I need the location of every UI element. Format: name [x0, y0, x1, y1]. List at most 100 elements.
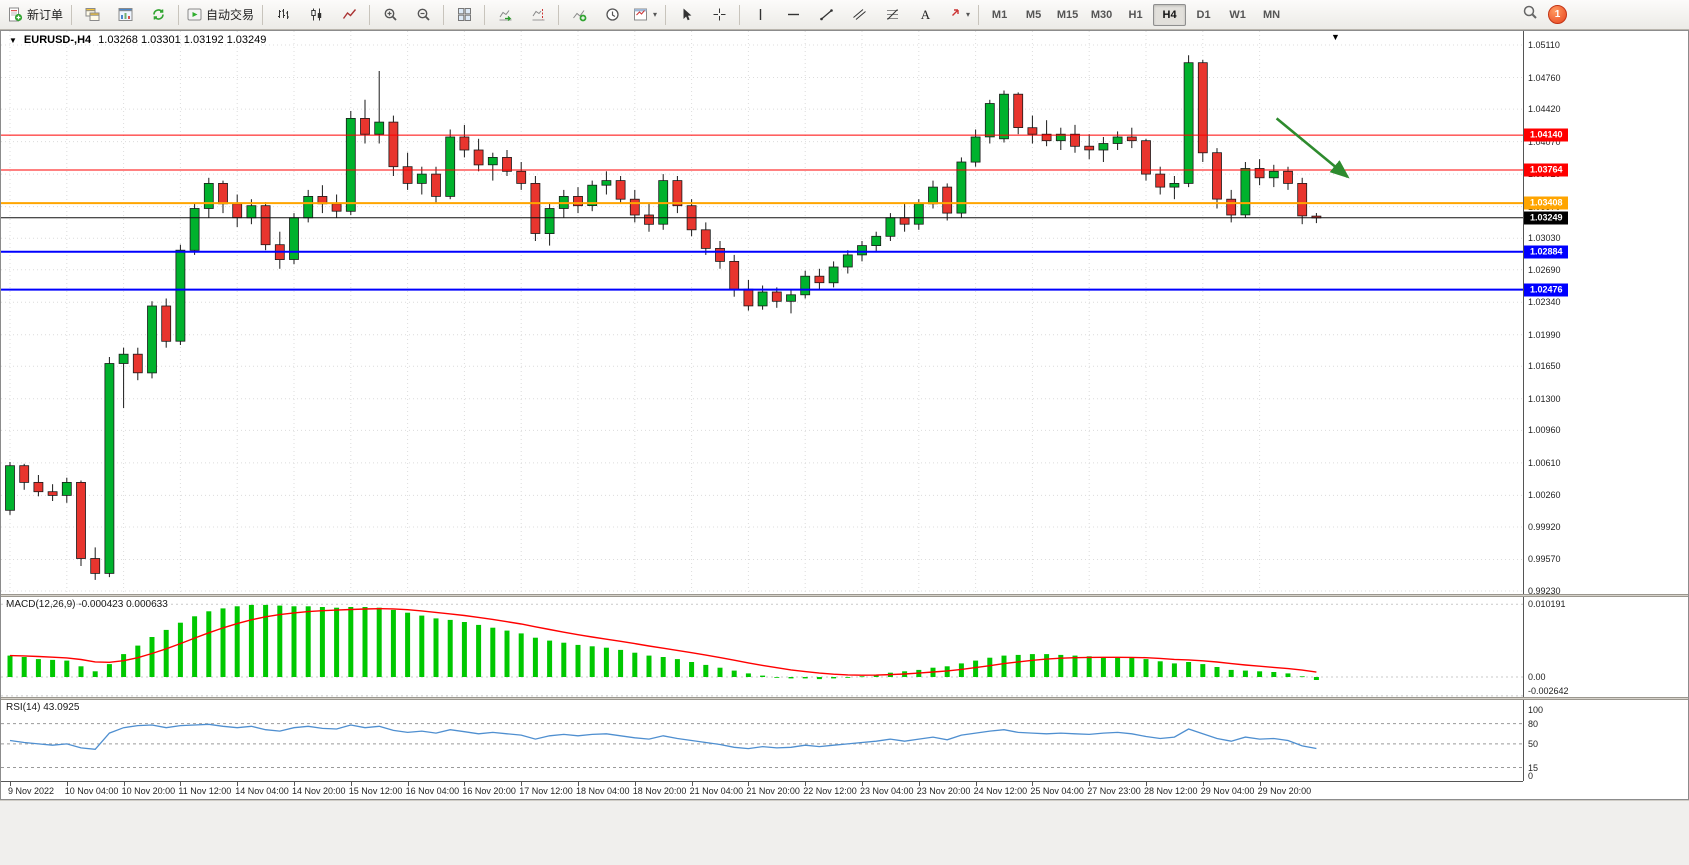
time-axis-tick — [237, 782, 239, 786]
chart-symbol-period: EURUSD-,H4 — [23, 34, 92, 46]
auto-trading-button[interactable]: 自动交易 — [183, 2, 258, 28]
hline-price-label: 1.02476 — [1524, 283, 1568, 297]
templates-icon — [633, 7, 648, 22]
text-tool-button[interactable]: A — [909, 2, 941, 28]
toolbar-separator — [178, 4, 180, 25]
time-axis-tick — [1089, 782, 1091, 786]
refresh-button[interactable] — [142, 2, 174, 28]
panel-separator[interactable] — [1, 594, 1688, 597]
macd-axis[interactable]: 0.010191 0.00 -0.002642 — [1523, 597, 1688, 697]
time-axis-label: 18 Nov 20:00 — [632, 786, 687, 796]
toolbar-separator — [71, 4, 73, 25]
auto-trading-icon — [187, 7, 202, 22]
timeframe-button-h4[interactable]: H4 — [1153, 3, 1187, 26]
price-tick-label: 1.02340 — [1528, 297, 1561, 308]
time-axis-tick — [294, 782, 295, 786]
toolbar-separator — [443, 4, 445, 25]
trend-arrow — [1275, 117, 1350, 179]
time-axis-label: 29 Nov 04:00 — [1200, 786, 1255, 796]
price-tick-label: 1.02690 — [1528, 264, 1561, 275]
time-axis-label: 16 Nov 20:00 — [462, 786, 516, 796]
indicators-button[interactable] — [563, 2, 595, 28]
main-price-chart[interactable]: ▼ EURUSD-,H4 1.03268 1.03301 1.03192 1.0… — [1, 31, 1523, 594]
time-axis-tick — [464, 782, 466, 786]
timeframe-button-w1[interactable]: W1 — [1229, 8, 1246, 21]
macd-panel[interactable]: MACD(12,26,9) -0.000423 0.000633 — [1, 597, 1523, 697]
timeframe-button-mn[interactable]: MN — [1263, 8, 1281, 21]
notification-badge[interactable]: 1 — [1548, 5, 1567, 24]
toolbar-separator — [484, 4, 486, 25]
time-axis-label: 29 Nov 20:00 — [1257, 786, 1312, 796]
cursor-tool-button[interactable] — [670, 2, 702, 28]
new-order-button[interactable]: 新订单 — [4, 2, 67, 28]
timeframe-button-d1[interactable]: D1 — [1196, 8, 1211, 21]
templates-button[interactable]: ▾ — [629, 2, 661, 28]
chart-ohlc-values: 1.03268 1.03301 1.03192 1.03249 — [98, 34, 267, 46]
chevron-down-icon: ▾ — [966, 10, 971, 19]
rsi-panel[interactable]: RSI(14) 43.0925 — [1, 700, 1523, 781]
auto-scroll-button[interactable] — [489, 2, 521, 28]
bar-chart-mode-button[interactable] — [267, 2, 299, 28]
candlestick-chart-canvas[interactable] — [1, 31, 1523, 594]
profiles-button[interactable] — [76, 2, 108, 28]
hline-price-label: 1.02884 — [1524, 245, 1568, 259]
time-axis[interactable]: 9 Nov 2022 10 Nov 04:00 10 Nov 20:00 11 Nov… — [1, 781, 1523, 799]
hline-price-label: 1.03408 — [1524, 196, 1568, 210]
arrows-tool-button[interactable]: ▾ — [942, 2, 974, 28]
toolbar-separator — [369, 4, 371, 25]
periods-button[interactable] — [596, 2, 628, 28]
bar-chart-icon — [276, 7, 291, 22]
price-tick-label: 1.01990 — [1528, 329, 1561, 340]
candlestick-icon — [309, 7, 324, 22]
scroll-to-end-marker[interactable]: ▼ — [1331, 32, 1340, 42]
bottom-workspace-area — [0, 800, 1689, 865]
rsi-scale-label: 80 — [1528, 718, 1539, 729]
timeframe-button-m30[interactable]: M30 — [1090, 8, 1113, 21]
vertical-line-tool-button[interactable] — [744, 2, 776, 28]
line-chart-icon — [342, 7, 357, 22]
trendline-tool-button[interactable] — [810, 2, 842, 28]
time-axis-label: 28 Nov 12:00 — [1144, 786, 1198, 796]
timeframe-button-m1[interactable]: M1 — [991, 8, 1008, 21]
search-icon[interactable] — [1522, 4, 1538, 25]
price-tick-label: 1.04070 — [1528, 136, 1561, 147]
chart-shift-button[interactable] — [522, 2, 554, 28]
rsi-chart-canvas[interactable] — [1, 700, 1523, 781]
timeframe-button-h1[interactable]: H1 — [1128, 8, 1143, 21]
zoom-out-button[interactable] — [407, 2, 439, 28]
tile-windows-button[interactable] — [448, 2, 480, 28]
rsi-scale-label: 15 — [1528, 762, 1539, 773]
price-axis[interactable]: 1.051101.047601.044201.040701.037201.033… — [1523, 31, 1688, 597]
channel-tool-button[interactable] — [843, 2, 875, 28]
line-chart-mode-button[interactable] — [333, 2, 365, 28]
market-watch-button[interactable] — [109, 2, 141, 28]
price-tick-label: 1.00960 — [1528, 425, 1561, 436]
zoom-in-button[interactable] — [374, 2, 406, 28]
timeframe-button-m15[interactable]: M15 — [1056, 8, 1079, 21]
fibonacci-tool-button[interactable] — [876, 2, 908, 28]
hline-price-label: 1.03764 — [1524, 163, 1568, 177]
time-axis-tick — [1202, 782, 1204, 786]
price-tick-label: 1.04420 — [1528, 104, 1561, 115]
candlestick-mode-button[interactable] — [300, 2, 332, 28]
time-axis-label: 24 Nov 12:00 — [973, 786, 1028, 796]
toolbar-separator — [978, 4, 980, 25]
timeframe-button-m5[interactable]: M5 — [1025, 8, 1042, 21]
panel-separator[interactable] — [1, 697, 1688, 700]
rsi-axis[interactable]: 100 80 50 15 0 — [1523, 700, 1688, 781]
price-tick-label: 1.01650 — [1528, 361, 1561, 372]
zoom-in-icon — [383, 7, 398, 22]
new-order-label: 新订单 — [27, 8, 64, 22]
chart-menu-icon[interactable]: ▼ — [9, 35, 17, 45]
crosshair-tool-button[interactable] — [703, 2, 735, 28]
zoom-out-icon — [416, 7, 431, 22]
time-axis-tick — [1259, 782, 1261, 786]
price-tick-label: 0.99230 — [1528, 586, 1561, 597]
fibonacci-icon — [885, 7, 900, 22]
time-axis-label: 16 Nov 04:00 — [405, 786, 460, 796]
horizontal-line-tool-button[interactable] — [777, 2, 809, 28]
macd-chart-canvas[interactable] — [1, 597, 1523, 697]
macd-scale-label: 0.00 — [1528, 672, 1546, 682]
time-axis-label: 10 Nov 04:00 — [64, 786, 119, 796]
time-axis-tick — [66, 782, 68, 786]
